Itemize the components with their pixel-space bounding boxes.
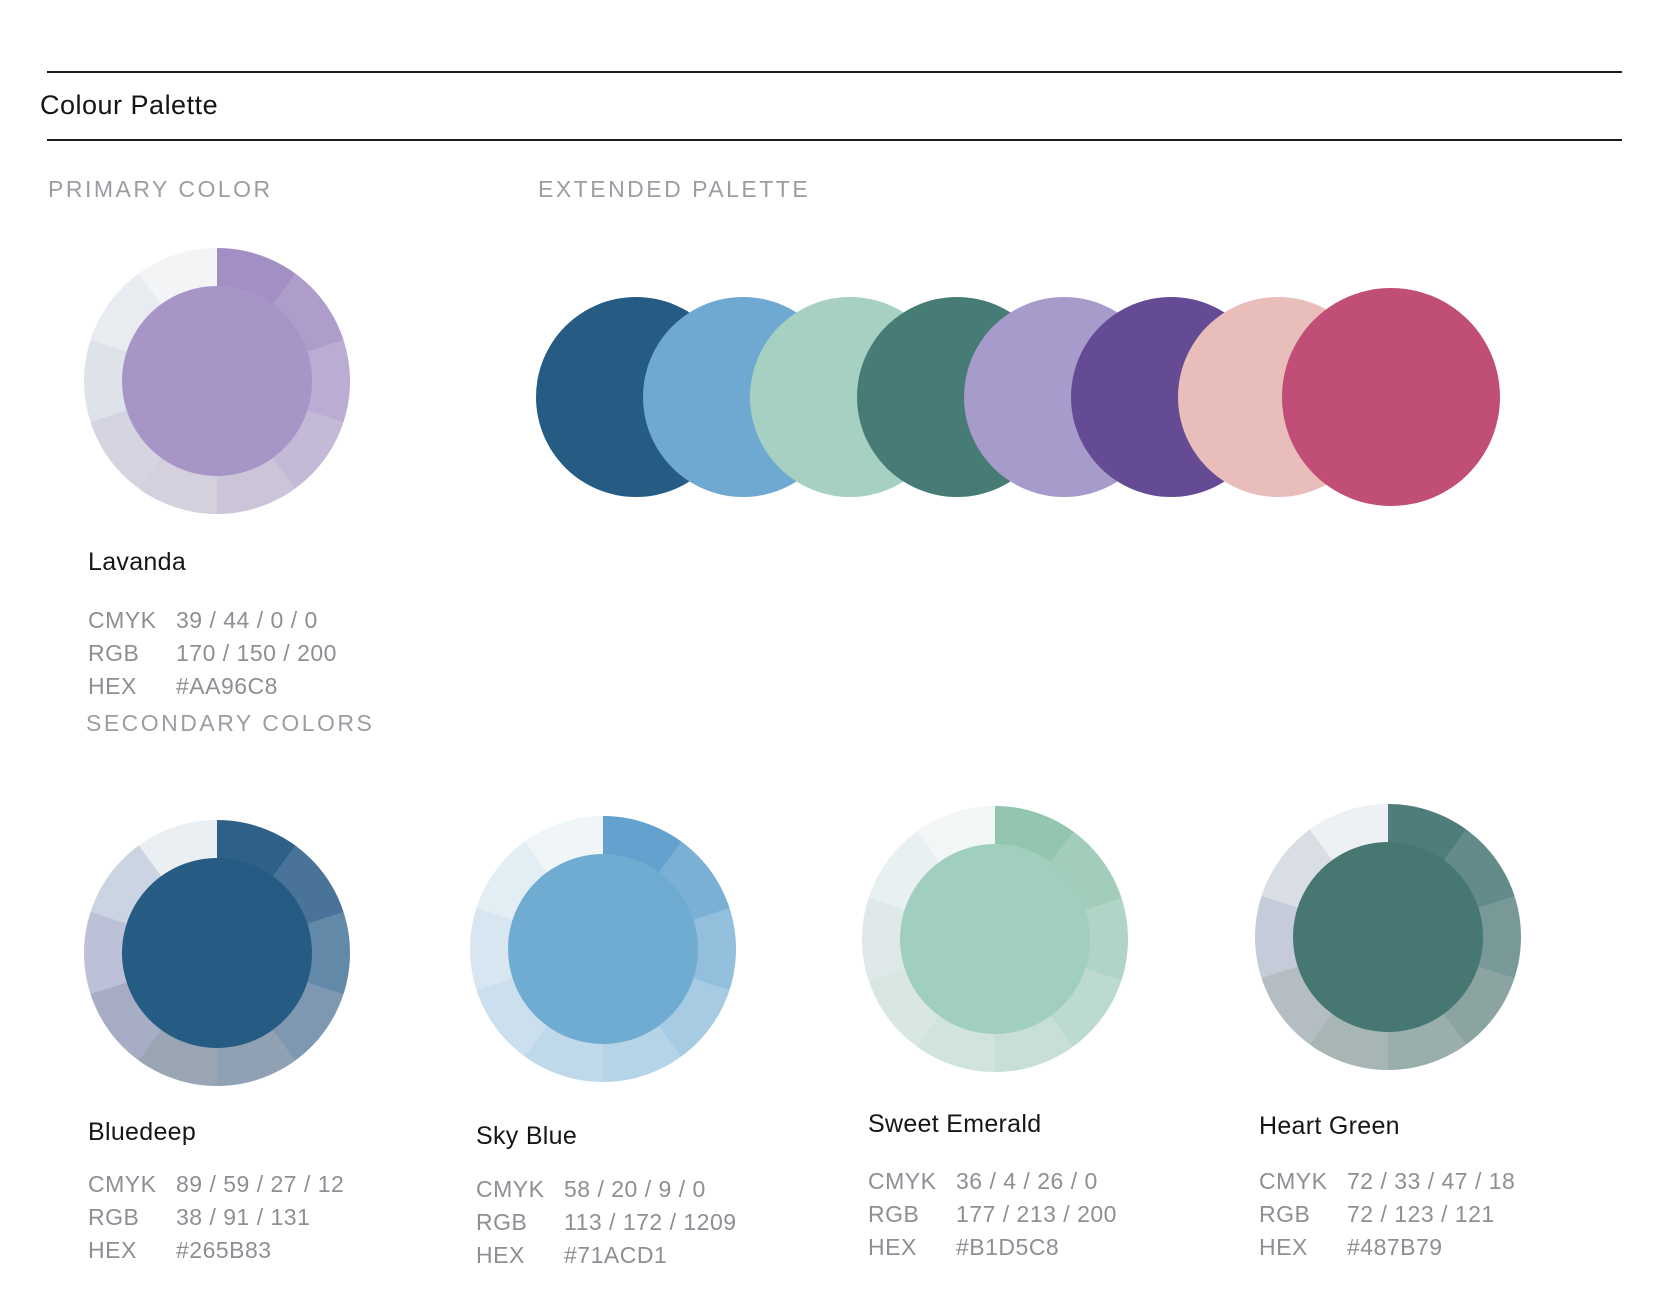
swatch-specs-lavanda: CMYK 39 / 44 / 0 / 0 RGB 170 / 150 / 200 H… [88, 604, 337, 703]
spec-value-cmyk: 72 / 33 / 47 / 18 [1347, 1168, 1516, 1194]
secondary-wheel-bluedeep [84, 820, 350, 1086]
spec-row-hex: HEX #487B79 [1259, 1231, 1515, 1264]
swatch-name-sweet-emerald: Sweet Emerald [868, 1110, 1042, 1138]
spec-label-cmyk: CMYK [88, 607, 157, 633]
spec-value-rgb: 38 / 91 / 131 [176, 1204, 311, 1230]
spec-value-cmyk: 36 / 4 / 26 / 0 [956, 1168, 1098, 1194]
spec-label-cmyk: CMYK [1259, 1168, 1328, 1194]
spec-row-hex: HEX #B1D5C8 [868, 1231, 1117, 1264]
secondary-wheel-sweet-emerald [862, 806, 1128, 1072]
spec-value-rgb: 170 / 150 / 200 [176, 640, 337, 666]
swatch-specs-sky-blue: CMYK 58 / 20 / 9 / 0 RGB 113 / 172 / 1209 … [476, 1173, 737, 1272]
swatch-name-lavanda: Lavanda [88, 548, 187, 576]
spec-row-cmyk: CMYK 36 / 4 / 26 / 0 [868, 1165, 1117, 1198]
spec-value-cmyk: 39 / 44 / 0 / 0 [176, 607, 318, 633]
spec-label-rgb: RGB [1259, 1201, 1311, 1227]
secondary-colors-section-label: SECONDARY COLORS [86, 710, 375, 736]
extended-palette-section-label: EXTENDED PALETTE [538, 176, 811, 202]
spec-label-rgb: RGB [88, 1204, 140, 1230]
secondary-wheel-sky-blue-center [508, 854, 698, 1044]
swatch-name-sky-blue: Sky Blue [476, 1122, 578, 1150]
spec-label-cmyk: CMYK [476, 1176, 545, 1202]
primary-color-section-label: PRIMARY COLOR [48, 176, 273, 202]
spec-label-hex: HEX [88, 673, 137, 699]
spec-label-rgb: RGB [476, 1209, 528, 1235]
spec-row-cmyk: CMYK 89 / 59 / 27 / 12 [88, 1168, 344, 1201]
swatch-name-bluedeep: Bluedeep [88, 1118, 197, 1146]
spec-row-hex: HEX #71ACD1 [476, 1239, 737, 1272]
primary-color-wheel [84, 248, 350, 514]
spec-label-hex: HEX [88, 1237, 137, 1263]
spec-label-cmyk: CMYK [868, 1168, 937, 1194]
secondary-wheel-heart-green [1255, 804, 1521, 1070]
spec-row-rgb: RGB 177 / 213 / 200 [868, 1198, 1117, 1231]
secondary-wheel-heart-green-center [1293, 842, 1483, 1032]
spec-value-hex: #487B79 [1347, 1234, 1443, 1260]
primary-color-wheel-center [122, 286, 312, 476]
swatch-specs-bluedeep: CMYK 89 / 59 / 27 / 12 RGB 38 / 91 / 131 H… [88, 1168, 344, 1267]
spec-row-rgb: RGB 72 / 123 / 121 [1259, 1198, 1515, 1231]
spec-value-hex: #AA96C8 [176, 673, 278, 699]
spec-row-cmyk: CMYK 58 / 20 / 9 / 0 [476, 1173, 737, 1206]
spec-label-rgb: RGB [88, 640, 140, 666]
spec-row-cmyk: CMYK 39 / 44 / 0 / 0 [88, 604, 337, 637]
swatch-specs-heart-green: CMYK 72 / 33 / 47 / 18 RGB 72 / 123 / 121 … [1259, 1165, 1515, 1264]
spec-label-hex: HEX [1259, 1234, 1308, 1260]
secondary-wheel-sky-blue [470, 816, 736, 1082]
spec-label-hex: HEX [868, 1234, 917, 1260]
spec-value-hex: #B1D5C8 [956, 1234, 1060, 1260]
spec-value-hex: #265B83 [176, 1237, 272, 1263]
page-title: Colour Palette [40, 90, 219, 120]
spec-value-rgb: 72 / 123 / 121 [1347, 1201, 1495, 1227]
secondary-wheel-bluedeep-center [122, 858, 312, 1048]
spec-label-cmyk: CMYK [88, 1171, 157, 1197]
spec-value-cmyk: 58 / 20 / 9 / 0 [564, 1176, 706, 1202]
title-underline-rule [47, 139, 1622, 141]
extended-circle-rose-magenta [1282, 288, 1500, 506]
spec-row-hex: HEX #AA96C8 [88, 670, 337, 703]
spec-row-hex: HEX #265B83 [88, 1234, 344, 1267]
spec-label-rgb: RGB [868, 1201, 920, 1227]
swatch-name-heart-green: Heart Green [1259, 1112, 1400, 1140]
spec-row-cmyk: CMYK 72 / 33 / 47 / 18 [1259, 1165, 1515, 1198]
secondary-wheel-sweet-emerald-center [900, 844, 1090, 1034]
swatch-specs-sweet-emerald: CMYK 36 / 4 / 26 / 0 RGB 177 / 213 / 200 H… [868, 1165, 1117, 1264]
spec-value-rgb: 177 / 213 / 200 [956, 1201, 1117, 1227]
spec-row-rgb: RGB 170 / 150 / 200 [88, 637, 337, 670]
spec-value-rgb: 113 / 172 / 1209 [564, 1209, 737, 1235]
spec-value-hex: #71ACD1 [564, 1242, 668, 1268]
spec-label-hex: HEX [476, 1242, 525, 1268]
spec-row-rgb: RGB 38 / 91 / 131 [88, 1201, 344, 1234]
spec-row-rgb: RGB 113 / 172 / 1209 [476, 1206, 737, 1239]
spec-value-cmyk: 89 / 59 / 27 / 12 [176, 1171, 345, 1197]
top-rule [47, 71, 1622, 73]
